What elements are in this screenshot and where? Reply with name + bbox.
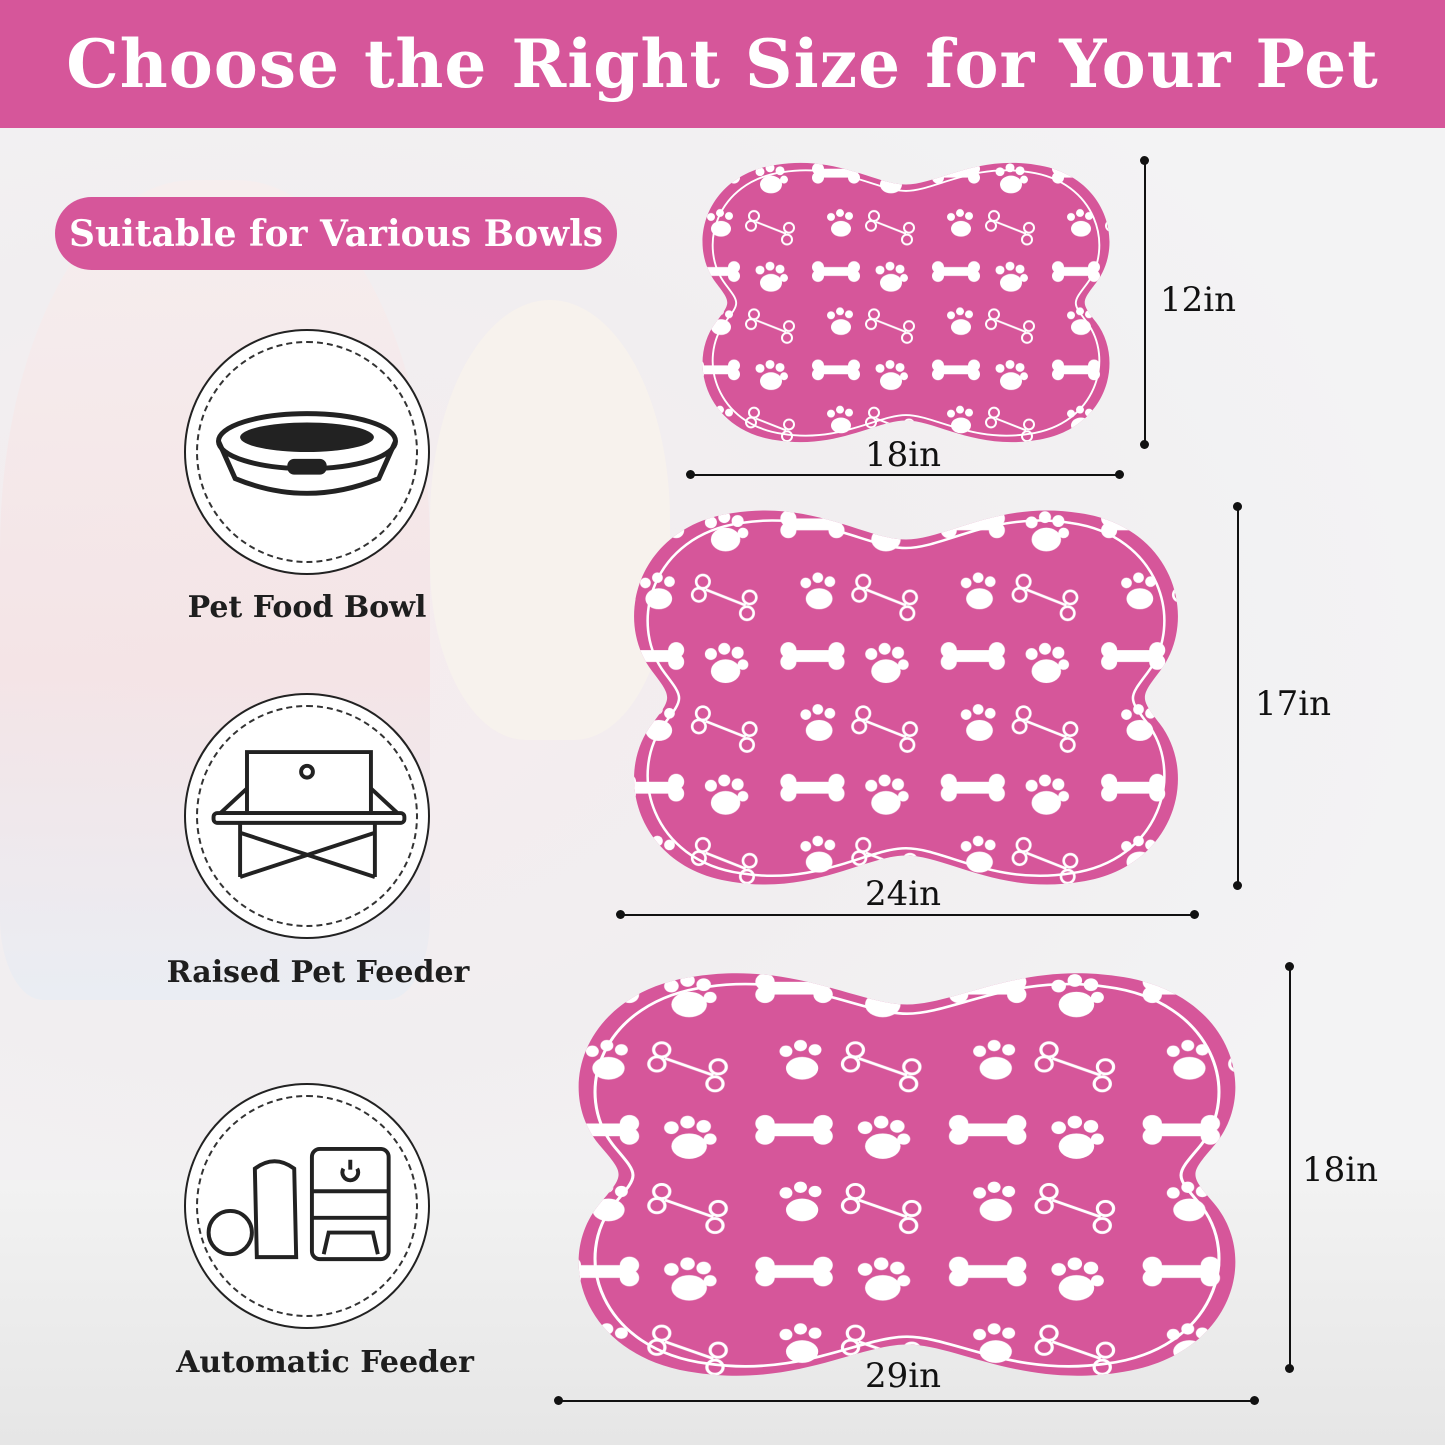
width-dimension-line [558,1400,1255,1402]
height-dimension-line [1144,160,1146,445]
dim-endpoint [616,910,625,919]
bowl-label: Pet Food Bowl [187,590,427,625]
background-dog [430,300,670,740]
dim-endpoint [1190,910,1199,919]
height-label: 12in [1160,280,1237,320]
height-dimension-line [1289,966,1291,1368]
bowl-label: Raised Pet Feeder [166,955,470,990]
height-label: 18in [1302,1150,1379,1190]
page-title: Choose the Right Size for Your Pet [66,25,1379,103]
width-label: 29in [865,1356,942,1396]
mat-large [578,973,1236,1376]
raised-feeder-icon [184,693,430,939]
width-dimension-line [620,914,1195,916]
bowl-label: Automatic Feeder [176,1345,474,1380]
dim-endpoint [1285,962,1294,971]
dim-endpoint [1233,502,1242,511]
width-label: 18in [865,435,942,475]
dim-endpoint [1140,440,1149,449]
pet-food-bowl-icon [184,329,430,575]
dim-endpoint [1233,881,1242,890]
dim-endpoint [1250,1396,1259,1405]
subtitle-pill: Suitable for Various Bowls [55,197,617,270]
dim-endpoint [686,470,695,479]
mat-medium [634,510,1178,885]
width-dimension-line [690,474,1120,476]
dim-endpoint [1115,470,1124,479]
automatic-feeder-icon [184,1083,430,1329]
width-label: 24in [865,874,942,914]
height-dimension-line [1237,506,1239,886]
header-banner: Choose the Right Size for Your Pet [0,0,1445,128]
mat-small [702,162,1110,443]
dim-endpoint [1140,156,1149,165]
dim-endpoint [554,1396,563,1405]
height-label: 17in [1255,684,1332,724]
dim-endpoint [1285,1364,1294,1373]
